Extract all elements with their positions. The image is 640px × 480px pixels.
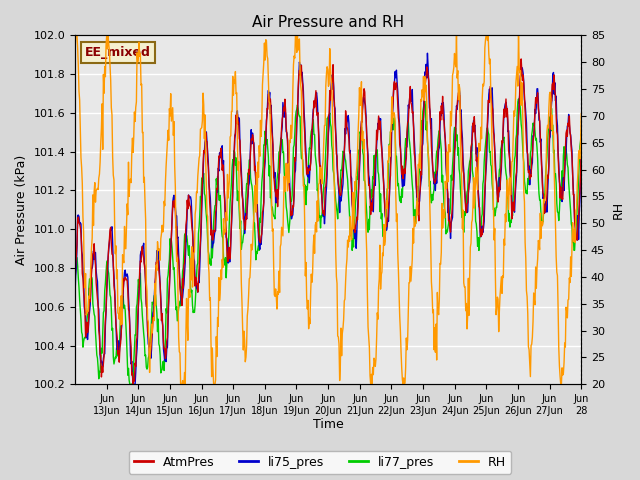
Y-axis label: Air Pressure (kPa): Air Pressure (kPa) bbox=[15, 155, 28, 265]
Text: EE_mixed: EE_mixed bbox=[85, 46, 151, 59]
Y-axis label: RH: RH bbox=[612, 201, 625, 219]
Legend: AtmPres, li75_pres, li77_pres, RH: AtmPres, li75_pres, li77_pres, RH bbox=[129, 451, 511, 474]
Title: Air Pressure and RH: Air Pressure and RH bbox=[252, 15, 404, 30]
X-axis label: Time: Time bbox=[313, 419, 344, 432]
